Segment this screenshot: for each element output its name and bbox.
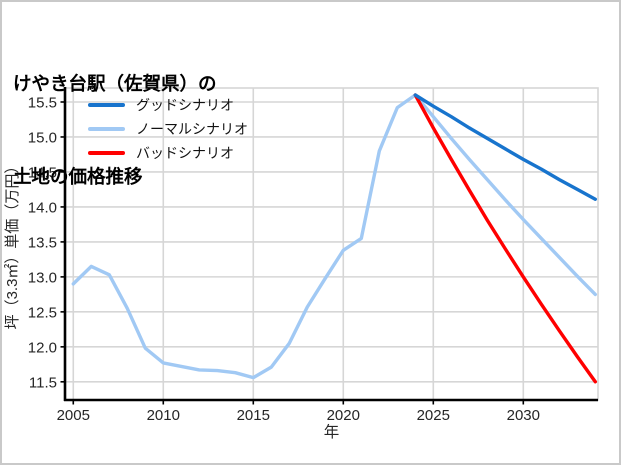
chart-title: けやき台駅（佐賀県）の 土地の価格推移 bbox=[13, 6, 217, 254]
y-tick-label: 14.0 bbox=[28, 199, 57, 216]
y-tick-label: 13.0 bbox=[28, 269, 57, 286]
legend-label-bad: バッドシナリオ bbox=[136, 145, 234, 161]
bad-scenario-line-swatch bbox=[88, 151, 125, 155]
y-tick-label: 15.5 bbox=[28, 94, 57, 111]
series-line-bad bbox=[413, 93, 597, 384]
legend: グッドシナリオ ノーマルシナリオ バッドシナリオ bbox=[88, 93, 248, 165]
y-tick-label: 11.5 bbox=[29, 374, 57, 391]
x-tick-label: 2030 bbox=[507, 407, 540, 424]
chart-title-line2: 土地の価格推移 bbox=[13, 166, 143, 187]
normal-scenario-line-swatch bbox=[88, 127, 125, 131]
y-tick-label: 12.5 bbox=[28, 304, 57, 321]
legend-item-bad: バッドシナリオ bbox=[88, 141, 248, 165]
x-tick-label: 2020 bbox=[327, 407, 360, 424]
x-axis-title: 年 bbox=[324, 423, 340, 441]
x-tick-label: 2010 bbox=[147, 407, 180, 424]
y-tick-label: 12.0 bbox=[28, 339, 57, 356]
y-tick-label: 13.5 bbox=[28, 234, 57, 251]
legend-item-good: グッドシナリオ bbox=[88, 93, 248, 117]
x-tick-label: 2015 bbox=[237, 407, 270, 424]
x-tick-label: 2025 bbox=[417, 407, 450, 424]
y-tick-label: 14.5 bbox=[28, 164, 57, 181]
y-axis-title: 坪（3.3㎡）単価（万円） bbox=[4, 159, 21, 330]
legend-label-good: グッドシナリオ bbox=[136, 97, 234, 113]
good-scenario-line-swatch bbox=[88, 103, 125, 107]
legend-label-normal: ノーマルシナリオ bbox=[136, 121, 248, 137]
y-tick-label: 15.0 bbox=[28, 129, 57, 146]
series-line-good bbox=[413, 93, 597, 201]
legend-item-normal: ノーマルシナリオ bbox=[88, 117, 248, 141]
chart-title-line1: けやき台駅（佐賀県）の bbox=[13, 73, 217, 94]
x-tick-label: 2005 bbox=[57, 407, 90, 424]
series-line-normal bbox=[71, 93, 597, 380]
